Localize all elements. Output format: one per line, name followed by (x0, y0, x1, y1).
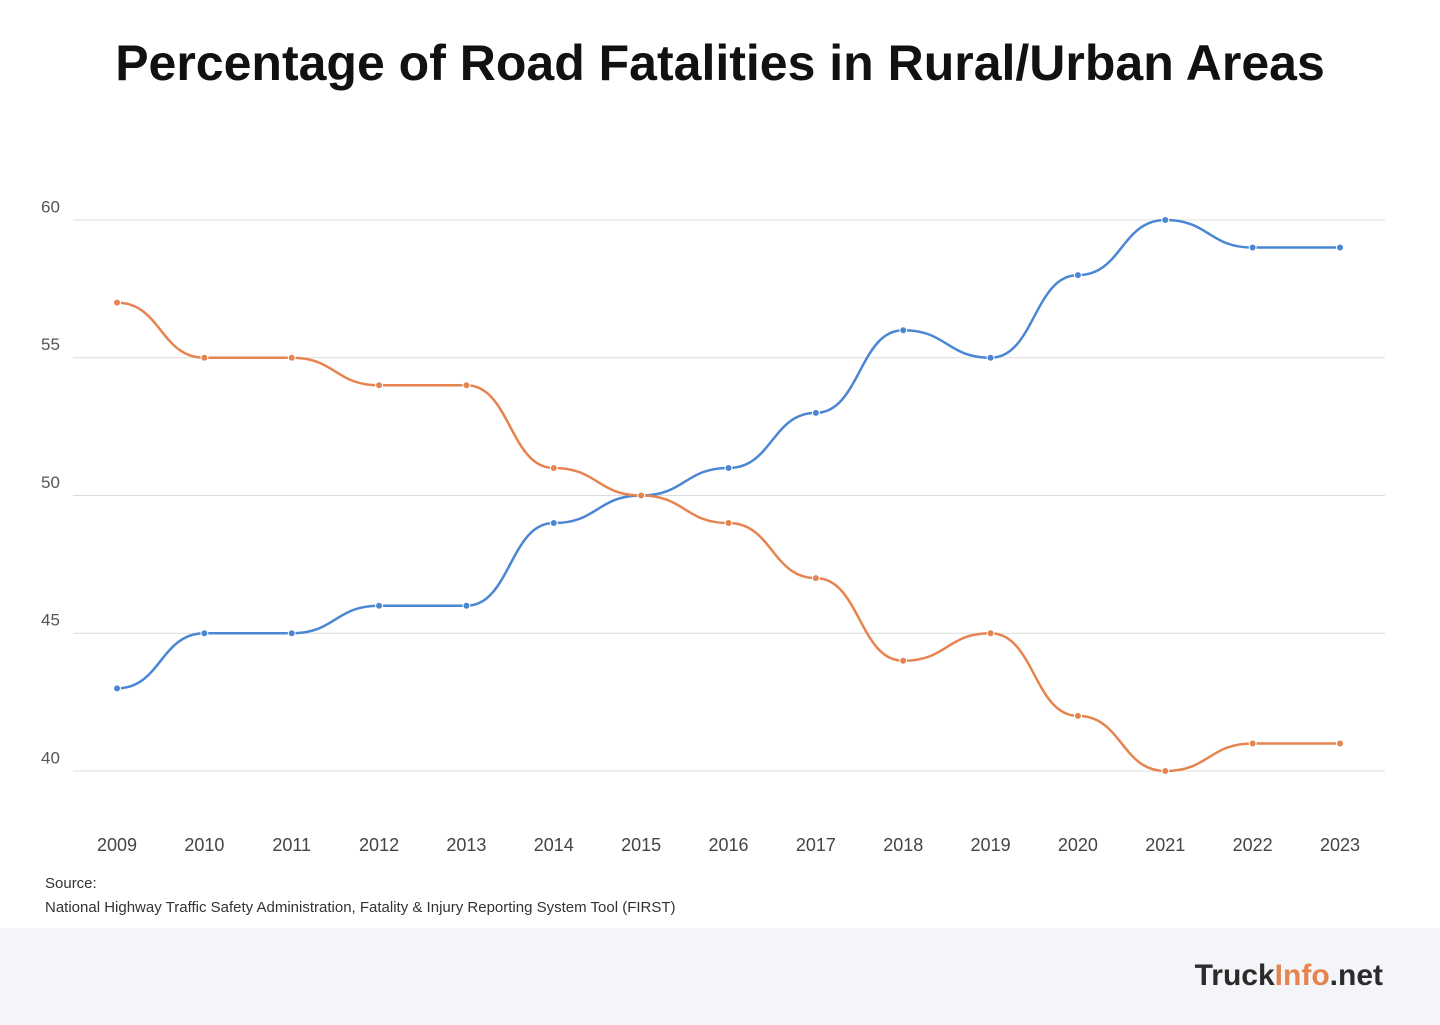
y-tick-label: 50 (41, 473, 60, 492)
x-tick-label: 2017 (796, 835, 836, 855)
point (899, 326, 908, 335)
brand: TruckInfo.net (1195, 959, 1383, 992)
point (1248, 739, 1257, 748)
point (1073, 271, 1082, 280)
x-tick-label: 2016 (708, 835, 748, 855)
point (113, 684, 121, 693)
point (724, 519, 733, 528)
x-tick-label: 2010 (184, 835, 224, 855)
footer-band (0, 928, 1440, 1025)
point (1336, 739, 1344, 748)
x-tick-label: 2021 (1145, 835, 1185, 855)
point (375, 381, 384, 390)
x-tick-label: 2023 (1320, 835, 1360, 855)
source-label: Source: (45, 875, 97, 892)
point (1248, 243, 1257, 252)
point (200, 353, 209, 362)
y-tick-label: 40 (41, 748, 60, 767)
point (1073, 711, 1082, 720)
x-tick-label: 2015 (621, 835, 661, 855)
point (113, 298, 121, 307)
x-tick-label: 2018 (883, 835, 923, 855)
x-tick-label: 2014 (534, 835, 574, 855)
point (462, 601, 471, 610)
point (811, 408, 820, 417)
point (200, 629, 209, 638)
point (1161, 767, 1170, 775)
point (986, 353, 995, 362)
brand-part: Truck (1195, 959, 1275, 992)
series-line (116, 218, 1340, 690)
x-tick-label: 2013 (446, 835, 486, 855)
x-tick-label: 2012 (359, 835, 399, 855)
point (899, 656, 908, 665)
x-tick-label: 2020 (1058, 835, 1098, 855)
point (549, 463, 558, 472)
point (287, 353, 296, 362)
point (724, 463, 733, 472)
x-tick-label: 2019 (971, 835, 1011, 855)
y-tick-label: 45 (41, 611, 60, 630)
y-tick-label: 60 (41, 197, 60, 216)
chart-title: Percentage of Road Fatalities in Rural/U… (115, 35, 1325, 91)
source: National Highway Traffic Safety Administ… (45, 899, 676, 916)
x-tick-label: 2011 (272, 835, 311, 855)
point (375, 601, 384, 610)
series-line (116, 301, 1340, 773)
point (637, 491, 646, 500)
point (549, 519, 558, 528)
x-tick-label: 2022 (1233, 835, 1273, 855)
point (462, 381, 471, 390)
point (986, 629, 995, 638)
brand-part: .net (1330, 959, 1383, 992)
point (811, 574, 820, 583)
point (287, 629, 296, 638)
y-tick-label: 55 (41, 335, 60, 354)
point (1336, 243, 1344, 252)
brand-part: Info (1275, 959, 1330, 992)
x-tick-label: 2009 (97, 835, 137, 855)
point (1161, 216, 1170, 224)
